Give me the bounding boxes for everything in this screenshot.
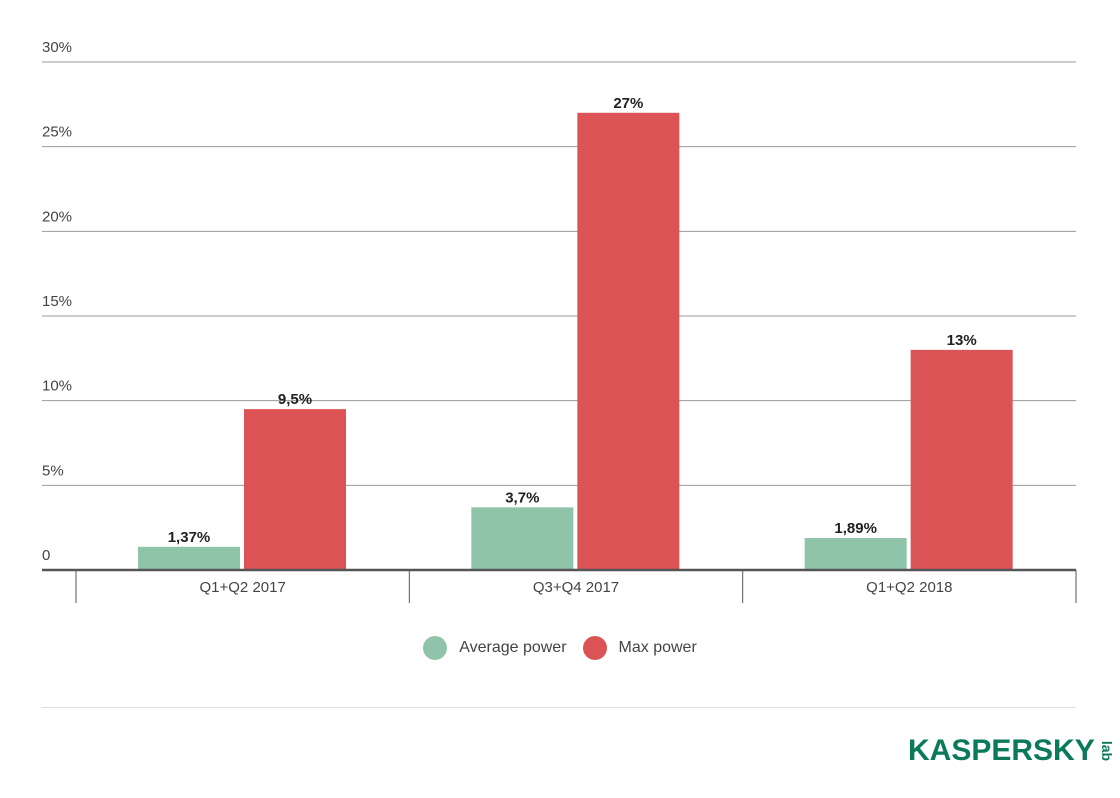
bar-max — [577, 112, 680, 571]
data-label: 13% — [947, 332, 977, 349]
legend-label-average: Average power — [459, 639, 567, 656]
x-tick-label: Q3+Q4 2017 — [533, 579, 619, 596]
divider — [42, 707, 1076, 708]
legend: Average power Max power — [0, 636, 1120, 660]
legend-swatch-max — [582, 636, 607, 660]
data-label: 1,89% — [834, 520, 877, 537]
y-tick-label: 0 — [42, 547, 50, 564]
legend-item-max-power: Max power — [582, 636, 697, 660]
bar-max — [244, 409, 346, 570]
kaspersky-logo: KASPERSKY lab — [908, 734, 1117, 768]
y-tick-label: 5% — [42, 462, 64, 479]
bar-average — [138, 546, 240, 570]
y-tick-label: 25% — [42, 124, 72, 141]
logo-text: KASPERSKY — [908, 734, 1095, 767]
bar-average — [471, 507, 574, 570]
bar-max — [910, 349, 1013, 570]
logo-suffix: lab — [1098, 740, 1115, 762]
x-tick-label: Q1+Q2 2017 — [200, 579, 286, 596]
y-tick-label: 10% — [42, 378, 72, 395]
bar-average — [804, 537, 907, 570]
y-tick-label: 20% — [42, 208, 72, 225]
legend-swatch-average — [423, 636, 448, 660]
x-tick-label: Q1+Q2 2018 — [866, 579, 952, 596]
data-label: 1,37% — [168, 529, 211, 546]
data-label: 3,7% — [505, 489, 539, 506]
legend-label-max: Max power — [618, 639, 697, 656]
bar-chart: 0 5% 10% 15% 20% 25% 30% 1,37% 9,5% Q1+Q2 2017 3,7… — [42, 39, 1077, 603]
data-label: 9,5% — [278, 391, 312, 408]
y-tick-label: 30% — [42, 39, 72, 56]
data-label: 27% — [613, 95, 643, 112]
legend-item-average-power: Average power — [423, 636, 567, 660]
y-tick-label: 15% — [42, 293, 72, 310]
